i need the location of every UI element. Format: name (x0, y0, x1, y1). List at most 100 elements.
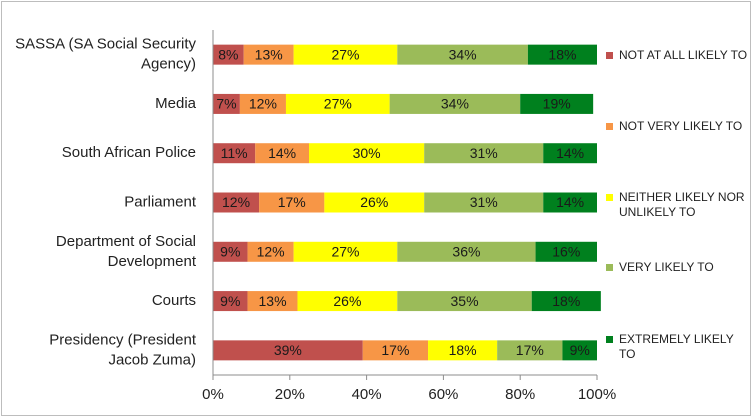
data-label: 7% (216, 96, 236, 112)
bar-segment (297, 291, 398, 312)
bar-segment (362, 340, 429, 361)
legend-label: EXTREMELY LIKELY (619, 332, 734, 346)
legend-label: UNLIKELY TO (619, 205, 695, 219)
data-label: 14% (556, 194, 584, 210)
bar-segment (213, 241, 248, 262)
data-label: 31% (470, 194, 498, 210)
data-label: 9% (220, 293, 240, 309)
bar-segment (543, 192, 597, 213)
data-label: 8% (218, 46, 238, 62)
legend-swatch (606, 194, 613, 201)
data-label: 27% (331, 243, 359, 259)
x-tick-label: 80% (505, 386, 535, 403)
bar-segment (543, 143, 597, 164)
bar-segment (389, 93, 521, 114)
data-label: 16% (552, 243, 580, 259)
category-label: Media (155, 95, 197, 112)
bar-segment (213, 93, 240, 114)
category-label: Presidency (President (49, 331, 197, 348)
bar-segment (520, 93, 594, 114)
bar-segment (247, 241, 294, 262)
category-label: Department of Social (56, 233, 196, 250)
x-tick-label: 40% (352, 386, 382, 403)
bar-segment (285, 93, 390, 114)
legend-swatch (606, 123, 613, 130)
data-label: 35% (451, 293, 479, 309)
bar-segment (259, 192, 325, 213)
bar-segment (255, 143, 309, 164)
legend-swatch (606, 52, 613, 59)
bar-segments: 8% 13% 27% 34% 18% 7% 12% 27% 34% 19% 11% 14% 30% 31%… (213, 44, 601, 361)
data-label: 12% (222, 194, 250, 210)
bar-segment (213, 143, 256, 164)
category-label: Jacob Zuma) (108, 351, 196, 368)
bar-segment (309, 143, 425, 164)
bar-segment (397, 241, 536, 262)
legend-swatch (606, 264, 613, 271)
data-label: 12% (257, 243, 285, 259)
data-label: 30% (353, 145, 381, 161)
legend-label: VERY LIKELY TO (619, 260, 714, 274)
data-label: 18% (548, 46, 576, 62)
data-label: 17% (278, 194, 306, 210)
data-label: 39% (274, 342, 302, 358)
bar-segment (239, 93, 286, 114)
legend-swatch (606, 336, 613, 343)
bar-segment (428, 340, 498, 361)
legend-label: NOT AT ALL LIKELY TO (619, 48, 747, 62)
data-label: 17% (516, 342, 544, 358)
data-label: 26% (333, 293, 361, 309)
x-tick-label: 100% (578, 386, 616, 403)
bar-segment (293, 44, 398, 65)
bar-segment (397, 44, 528, 65)
category-label: South African Police (62, 144, 196, 161)
data-label: 34% (441, 96, 469, 112)
category-label: Parliament (124, 193, 197, 210)
x-tick-label: 0% (202, 386, 224, 403)
bar-segment (531, 291, 601, 312)
category-label: SASSA (SA Social Security (15, 36, 196, 53)
data-label: 18% (449, 342, 477, 358)
bar-segment (293, 241, 398, 262)
data-label: 13% (259, 293, 287, 309)
legend-label: NOT VERY LIKELY TO (619, 119, 742, 133)
category-label: Agency) (141, 56, 196, 73)
bar-segment (527, 44, 597, 65)
bar-segment (213, 340, 363, 361)
category-label: Courts (152, 292, 196, 309)
data-label: 34% (449, 46, 477, 62)
data-label: 11% (221, 145, 248, 161)
category-label: Development (108, 253, 197, 270)
data-label: 31% (470, 145, 498, 161)
data-label: 17% (381, 342, 409, 358)
data-label: 26% (360, 194, 388, 210)
data-label: 19% (543, 96, 571, 112)
bar-segment (213, 44, 244, 65)
legend-label: NEITHER LIKELY NOR (619, 190, 745, 204)
x-tick-label: 60% (428, 386, 458, 403)
x-axis: 0% 20% 40% 60% 80% 100% (202, 30, 616, 403)
data-label: 14% (268, 145, 296, 161)
bar-segment (397, 291, 532, 312)
bar-segment (243, 44, 294, 65)
bar-segment (213, 192, 260, 213)
bar-segment (247, 291, 298, 312)
data-label: 27% (331, 46, 359, 62)
category-labels: SASSA (SA Social Security Agency) Media Sou… (15, 36, 197, 369)
x-tick-label: 20% (275, 386, 305, 403)
data-label: 36% (452, 243, 480, 259)
data-label: 27% (324, 96, 352, 112)
data-label: 18% (552, 293, 580, 309)
data-label: 14% (556, 145, 584, 161)
bar-segment (424, 192, 544, 213)
data-label: 9% (220, 243, 240, 259)
legend-label: TO (619, 347, 635, 361)
data-label: 13% (255, 46, 283, 62)
bar-segment (562, 340, 597, 361)
bar-segment (424, 143, 544, 164)
bar-segment (324, 192, 425, 213)
bar-segment (535, 241, 597, 262)
data-label: 9% (570, 342, 590, 358)
legend: NOT AT ALL LIKELY TO NOT VERY LIKELY TO NE… (606, 48, 747, 361)
